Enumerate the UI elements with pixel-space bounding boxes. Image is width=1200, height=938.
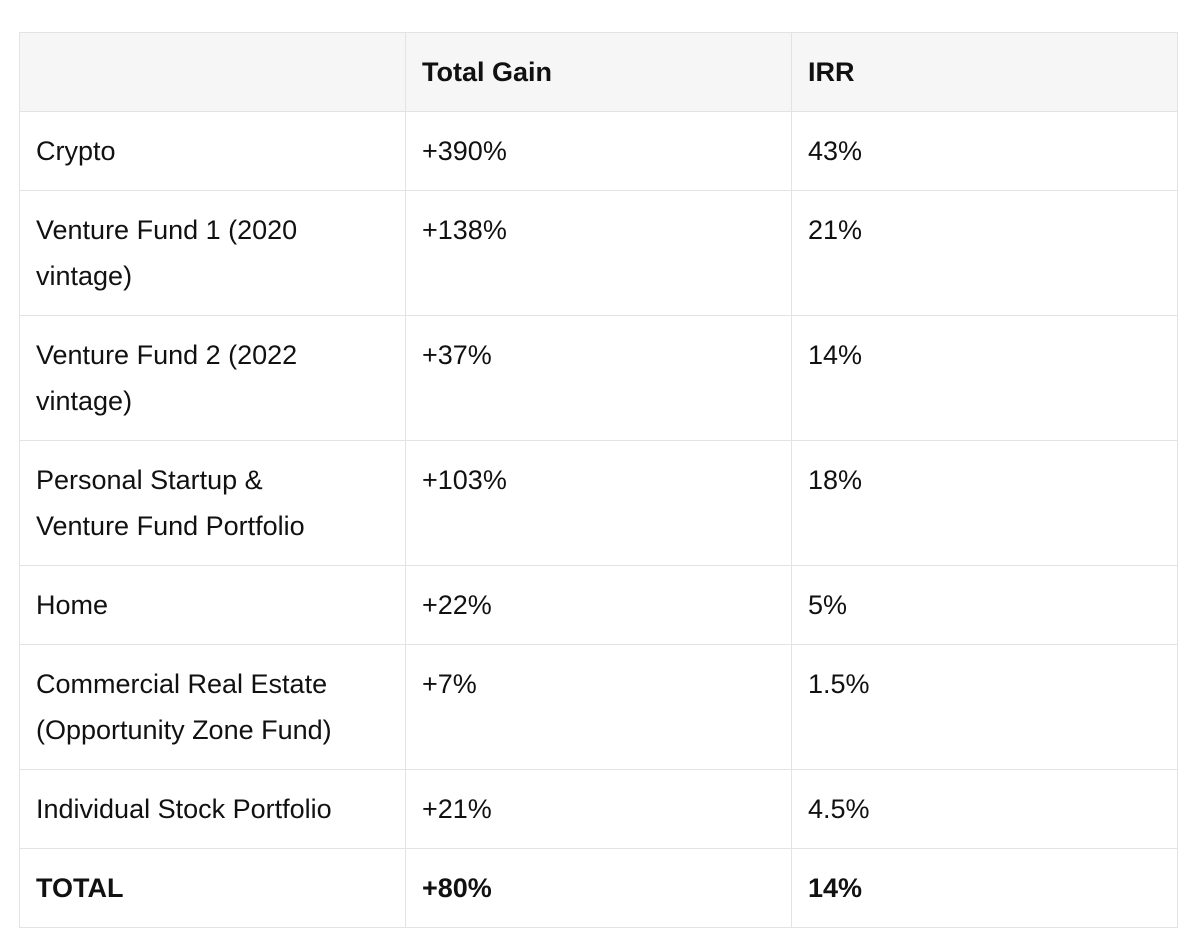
row-label-line: Commercial Real Estate (36, 669, 328, 699)
total-gain: +80% (405, 848, 792, 928)
table-total-row: TOTAL +80% 14% (19, 848, 1178, 928)
table-row: Personal Startup & Venture Fund Portfolio… (19, 440, 1178, 566)
header-irr: IRR (791, 32, 1178, 112)
row-irr: 1.5% (791, 644, 1178, 770)
row-label-line: Venture Fund 1 (2020 (36, 215, 298, 245)
returns-table: Total Gain IRR Crypto +390% 43% Venture … (19, 32, 1178, 928)
row-total-gain: +103% (405, 440, 792, 566)
row-label: Commercial Real Estate (Opportunity Zone … (19, 644, 406, 770)
row-total-gain: +21% (405, 769, 792, 849)
table-row: Home +22% 5% (19, 565, 1178, 645)
row-label: Venture Fund 2 (2022 vintage) (19, 315, 406, 441)
total-label: TOTAL (19, 848, 406, 928)
table-row: Crypto +390% 43% (19, 111, 1178, 191)
row-label: Home (19, 565, 406, 645)
table-row: Commercial Real Estate (Opportunity Zone … (19, 644, 1178, 770)
row-label-line: vintage) (36, 261, 133, 291)
row-label-line: Venture Fund 2 (2022 (36, 340, 298, 370)
table-row: Individual Stock Portfolio +21% 4.5% (19, 769, 1178, 849)
row-label-line: (Opportunity Zone Fund) (36, 715, 332, 745)
row-irr: 5% (791, 565, 1178, 645)
row-label-line: vintage) (36, 386, 133, 416)
row-label: Individual Stock Portfolio (19, 769, 406, 849)
table-row: Venture Fund 1 (2020 vintage) +138% 21% (19, 190, 1178, 316)
row-total-gain: +7% (405, 644, 792, 770)
row-irr: 43% (791, 111, 1178, 191)
table-row: Venture Fund 2 (2022 vintage) +37% 14% (19, 315, 1178, 441)
row-label-line: Crypto (36, 136, 116, 166)
row-total-gain: +37% (405, 315, 792, 441)
row-label-line: Individual Stock Portfolio (36, 794, 332, 824)
row-label: Venture Fund 1 (2020 vintage) (19, 190, 406, 316)
total-irr: 14% (791, 848, 1178, 928)
row-total-gain: +138% (405, 190, 792, 316)
row-label: Personal Startup & Venture Fund Portfolio (19, 440, 406, 566)
row-label-line: Home (36, 590, 109, 620)
row-irr: 21% (791, 190, 1178, 316)
row-irr: 14% (791, 315, 1178, 441)
row-label: Crypto (19, 111, 406, 191)
row-label-line: Personal Startup & (36, 465, 263, 495)
row-total-gain: +22% (405, 565, 792, 645)
returns-table-container: Total Gain IRR Crypto +390% 43% Venture … (19, 32, 1178, 928)
header-asset (19, 32, 406, 112)
header-total-gain: Total Gain (405, 32, 792, 112)
row-label-line: Venture Fund Portfolio (36, 511, 305, 541)
row-irr: 4.5% (791, 769, 1178, 849)
row-total-gain: +390% (405, 111, 792, 191)
table-header-row: Total Gain IRR (19, 32, 1178, 112)
row-irr: 18% (791, 440, 1178, 566)
